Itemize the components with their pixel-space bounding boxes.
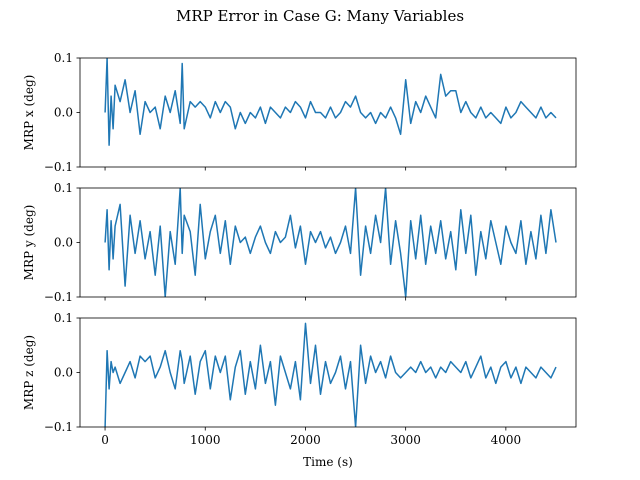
y-tick-label: 0.0 xyxy=(54,106,73,120)
subplots: −0.1 0.0 0.1 MRP x (deg) −0.1 0.0 0.1 MRP y (de… xyxy=(22,51,577,447)
subplot-1: −0.1 0.0 0.1 MRP x (deg) xyxy=(22,51,577,174)
subplot-2: −0.1 0.0 0.1 MRP y (deg) xyxy=(22,181,577,304)
y-tick-label: −0.1 xyxy=(44,160,73,174)
y-axis-label: MRP z (deg) xyxy=(22,335,36,410)
x-tick-label: 1000 xyxy=(190,433,221,447)
y-tick-label: 0.0 xyxy=(54,236,73,250)
x-tick-label: 4000 xyxy=(491,433,522,447)
chart-title: MRP Error in Case G: Many Variables xyxy=(176,7,464,25)
x-axis-label: Time (s) xyxy=(303,455,353,469)
subplot-3: −0.1 0.0 0.1 0 1000 2000 3000 4000 MRP z (deg) xyxy=(22,311,577,447)
y-axis-label: MRP y (deg) xyxy=(22,205,36,281)
series-line-1-1 xyxy=(104,58,557,146)
y-axis-label: MRP x (deg) xyxy=(22,75,36,151)
x-tick-label: 3000 xyxy=(390,433,421,447)
y-tick-label: 0.1 xyxy=(54,311,73,325)
y-tick-label: 0.1 xyxy=(54,181,73,195)
y-tick-label: 0.1 xyxy=(54,51,73,65)
series-line-2-1 xyxy=(104,188,557,297)
y-tick-label: −0.1 xyxy=(44,420,73,434)
y-tick-label: 0.0 xyxy=(54,366,73,380)
y-tick-label: −0.1 xyxy=(44,290,73,304)
series-line-3-1 xyxy=(104,322,557,427)
x-tick-label: 0 xyxy=(101,433,109,447)
x-tick-label: 2000 xyxy=(290,433,321,447)
